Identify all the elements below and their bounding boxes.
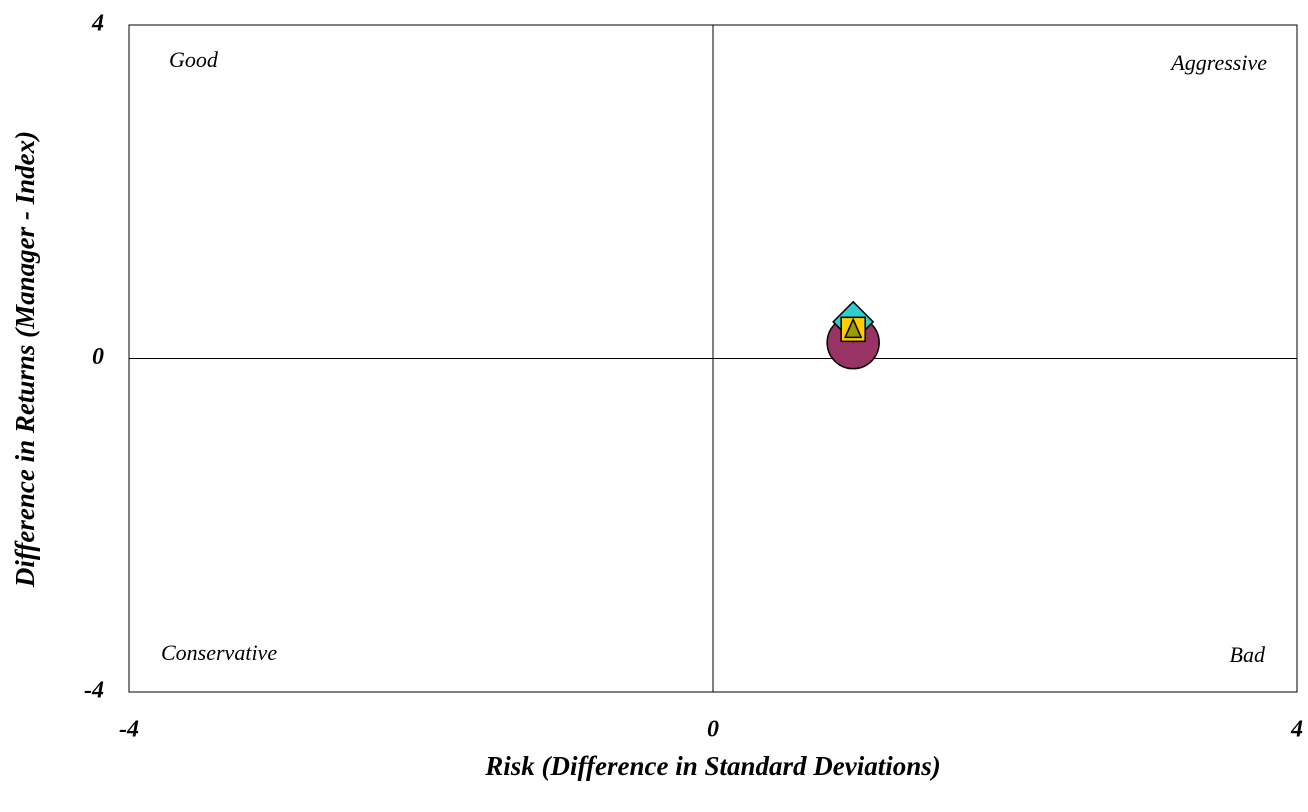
y-tick-label: 0	[92, 344, 104, 370]
x-tick-label: 0	[707, 717, 719, 743]
x-tick-label: -4	[119, 717, 139, 743]
quadrant-label: Aggressive	[1169, 50, 1267, 75]
y-tick-label: 4	[91, 11, 104, 37]
point-triangle	[844, 317, 863, 339]
quadrant-label: Bad	[1230, 642, 1266, 667]
x-axis-title: Risk (Difference in Standard Deviations)	[484, 751, 941, 781]
quadrant-label: Conservative	[161, 640, 277, 665]
y-axis-title: Difference in Returns (Manager - Index)	[10, 131, 40, 588]
quadrant-label: Good	[169, 47, 219, 72]
x-tick-label: 4	[1290, 717, 1303, 743]
y-tick-label: -4	[84, 678, 104, 704]
